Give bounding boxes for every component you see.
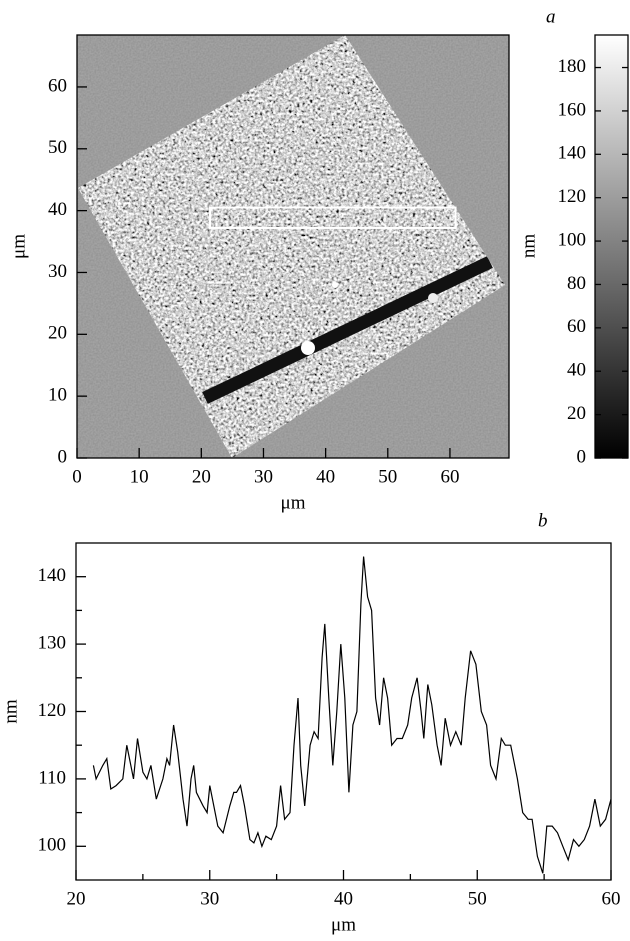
x-tick-label: 20 (67, 888, 86, 909)
panel-label: b (538, 510, 548, 531)
colorbar-tick-label: 120 (558, 186, 587, 207)
y-tick-label: 100 (38, 835, 67, 856)
x-tick-label: 50 (378, 466, 397, 487)
x-tick-label: 0 (72, 466, 82, 487)
colorbar-tick-label: 40 (567, 360, 586, 381)
colorbar-tick-label: 140 (558, 143, 587, 164)
colorbar-tick-label: 60 (567, 316, 586, 337)
colorbar-tick-label: 180 (558, 56, 587, 77)
y-tick-label: 10 (48, 385, 67, 406)
y-tick-label: 50 (48, 137, 67, 158)
y-tick-label: 130 (38, 632, 67, 653)
y-tick-label: 140 (38, 565, 67, 586)
x-tick-label: 60 (440, 466, 459, 487)
x-tick-label: 20 (192, 466, 211, 487)
panel-b: b 20 30 40 50 60 100 110 120 130 140 μm nm (0, 510, 620, 935)
x-tick-label: 50 (468, 888, 487, 909)
afm-image (77, 35, 509, 458)
profile-line (92, 556, 612, 874)
colorbar-tick-label: 20 (567, 403, 586, 424)
x-axis-label: μm (281, 492, 306, 513)
y-tick-label: 110 (38, 767, 66, 788)
y-axis-label: nm (0, 699, 21, 724)
y-tick-label: 40 (48, 199, 67, 220)
x-tick-label: 40 (334, 888, 353, 909)
colorbar-tick-label: 160 (558, 99, 587, 120)
x-tick-label: 60 (602, 888, 621, 909)
colorbar-tick-label: 80 (567, 273, 586, 294)
plot-frame (76, 34, 510, 459)
region (209, 206, 457, 229)
y-tick-label: 60 (48, 75, 67, 96)
colorbar (594, 34, 629, 459)
x-tick-label: 40 (316, 466, 335, 487)
x-tick-label: 30 (200, 888, 219, 909)
colorbar-tick-label: 100 (558, 229, 587, 250)
y-tick-label: 20 (48, 323, 67, 344)
y-axis-label: μm (8, 234, 29, 259)
colorbar-tick-label: 0 (577, 446, 587, 467)
x-axis-label: μm (331, 914, 356, 935)
plot-frame (75, 542, 612, 881)
y-tick-label: 30 (48, 261, 67, 282)
panel-label: a (546, 6, 556, 27)
x-tick-label: 30 (254, 466, 273, 487)
y-tick-label: 120 (38, 700, 67, 721)
x-tick-label: 10 (130, 466, 149, 487)
colorbar-label: nm (518, 234, 539, 259)
y-tick-label: 0 (58, 446, 68, 467)
